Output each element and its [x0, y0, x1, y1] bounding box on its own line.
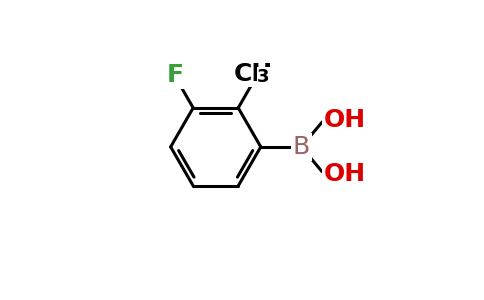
Text: F: F	[167, 63, 184, 87]
Text: CH: CH	[233, 62, 272, 86]
Text: OH: OH	[323, 108, 365, 132]
Text: 3: 3	[257, 68, 270, 86]
Text: B: B	[293, 135, 310, 159]
Text: OH: OH	[323, 162, 365, 186]
